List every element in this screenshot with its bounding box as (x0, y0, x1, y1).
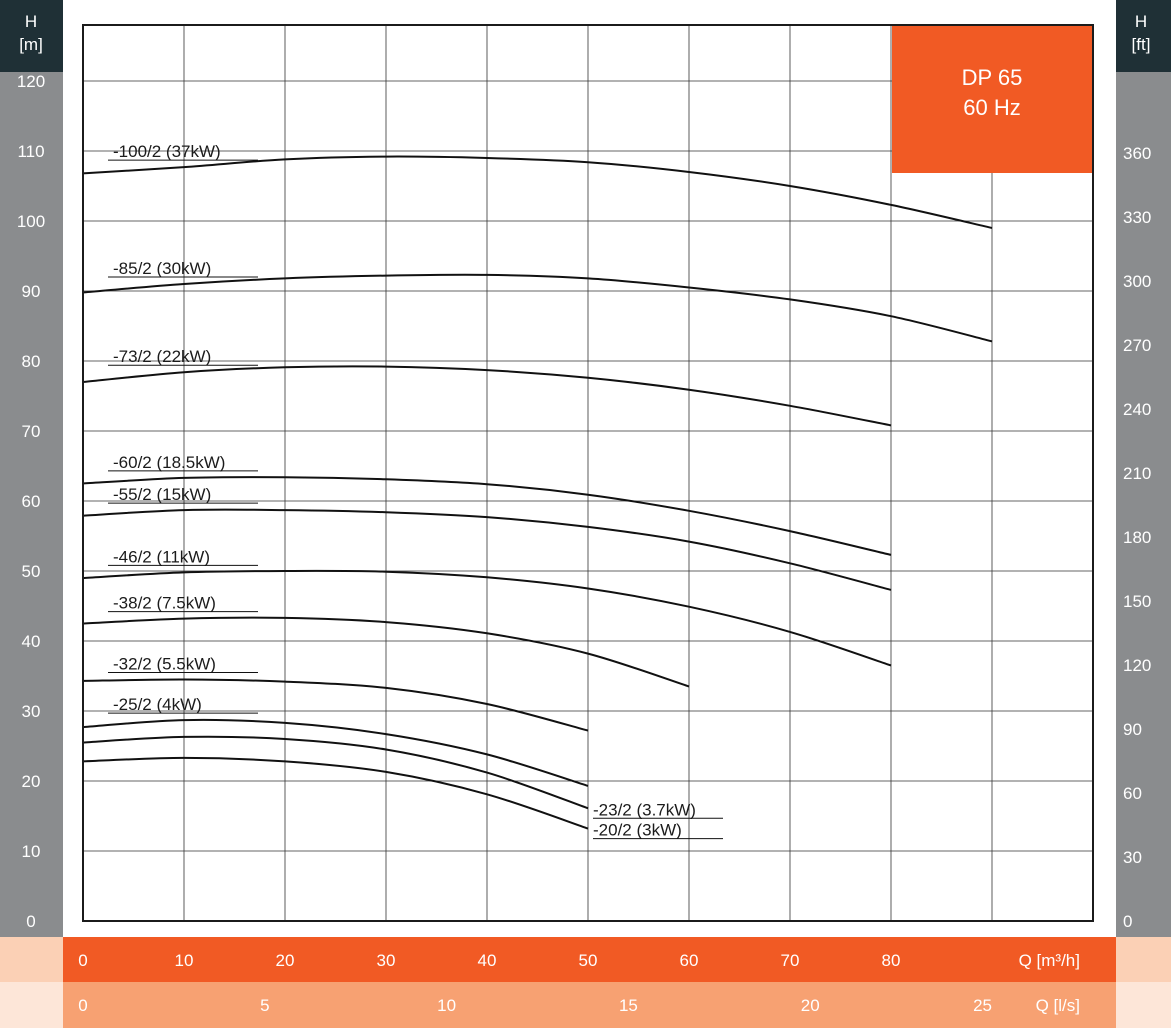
x-axis-tick-label: 40 (478, 951, 497, 970)
left-axis-tick-label: 60 (22, 492, 41, 511)
series-curve (82, 735, 589, 810)
left-axis-tick-label: 70 (22, 422, 41, 441)
left-axis-tick-label: 100 (17, 212, 45, 231)
x2-axis-tick-label: 15 (619, 996, 638, 1015)
title-box (892, 25, 1093, 173)
x2-axis-tick-label: 0 (78, 996, 87, 1015)
x2-axis-band-right-cap (1116, 982, 1171, 1028)
left-axis-tick-label: 30 (22, 702, 41, 721)
right-axis-tick-label: 300 (1123, 272, 1151, 291)
series-curve (82, 569, 892, 667)
x-axis-tick-label: 0 (78, 951, 87, 970)
x2-axis-tick-label: 10 (437, 996, 456, 1015)
x2-axis-tick-label: 25 (973, 996, 992, 1015)
right-axis-tick-label: 240 (1123, 400, 1151, 419)
left-axis-tick-label: 0 (26, 912, 35, 931)
series-label: -38/2 (7.5kW) (113, 594, 216, 613)
left-axis-header (0, 0, 63, 72)
series-label: -32/2 (5.5kW) (113, 655, 216, 674)
x-axis-band (63, 937, 1116, 982)
x-axis-tick-label: 70 (781, 951, 800, 970)
x-axis-band-right-cap (1116, 937, 1171, 982)
series-curve (82, 273, 993, 343)
series-curve (82, 756, 589, 830)
right-axis-tick-label: 0 (1123, 912, 1132, 931)
x-axis-tick-label: 20 (276, 951, 295, 970)
left-axis-tick-label: 120 (17, 72, 45, 91)
right-axis-tick-label: 360 (1123, 144, 1151, 163)
series-curve (82, 476, 892, 556)
left-axis-tick-label: 20 (22, 772, 41, 791)
left-axis-tick-label: 90 (22, 282, 41, 301)
series-label: -20/2 (3kW) (593, 821, 682, 840)
right-axis-tick-label: 90 (1123, 720, 1142, 739)
series-label: -25/2 (4kW) (113, 695, 202, 714)
tick-labels: 0102030405060708090100110120030609012015… (17, 72, 1152, 1015)
left-axis-unit: [m] (19, 35, 43, 54)
series-label: -73/2 (22kW) (113, 347, 211, 366)
right-axis-header (1116, 0, 1171, 72)
series-curve (82, 508, 892, 591)
left-axis-bar (0, 0, 63, 937)
x2-axis-band-left-cap (0, 982, 63, 1028)
right-axis-symbol: H (1135, 12, 1147, 31)
series-label: -60/2 (18.5kW) (113, 453, 225, 472)
x-axis-tick-label: 50 (579, 951, 598, 970)
x2-axis-band (63, 982, 1116, 1028)
right-axis-tick-label: 330 (1123, 208, 1151, 227)
series-label: -55/2 (15kW) (113, 485, 211, 504)
title-line-1: DP 65 (962, 65, 1023, 90)
left-axis-tick-label: 50 (22, 562, 41, 581)
x2-axis-tick-label: 20 (801, 996, 820, 1015)
right-axis-tick-label: 270 (1123, 336, 1151, 355)
x2-axis-label: Q [l/s] (1036, 996, 1080, 1015)
title-line-2: 60 Hz (963, 95, 1020, 120)
x-axis-tick-label: 10 (175, 951, 194, 970)
left-axis-tick-label: 110 (17, 142, 44, 161)
right-axis-unit: [ft] (1132, 35, 1151, 54)
right-axis-tick-label: 150 (1123, 592, 1151, 611)
series-curve (82, 616, 690, 688)
left-axis-symbol: H (25, 12, 37, 31)
series-label: -100/2 (37kW) (113, 142, 221, 161)
x-axis-band-left-cap (0, 937, 63, 982)
right-axis-tick-label: 120 (1123, 656, 1151, 675)
right-axis-tick-label: 30 (1123, 848, 1142, 867)
series-curve (82, 365, 892, 427)
x2-axis-tick-label: 5 (260, 996, 269, 1015)
right-axis-tick-label: 60 (1123, 784, 1142, 803)
right-axis-bar (1116, 0, 1171, 937)
series-curve (82, 718, 589, 787)
series-curve (82, 678, 589, 732)
left-axis-tick-label: 80 (22, 352, 41, 371)
x-axis-tick-label: 30 (377, 951, 396, 970)
x-axis-label: Q [m³/h] (1019, 951, 1080, 970)
left-axis-tick-label: 10 (22, 842, 41, 861)
series-label: -46/2 (11kW) (113, 547, 210, 566)
x-axis-tick-label: 60 (680, 951, 699, 970)
series-label: -85/2 (30kW) (113, 259, 211, 278)
curves (82, 155, 993, 830)
right-axis-tick-label: 180 (1123, 528, 1151, 547)
x-axis-tick-label: 80 (882, 951, 901, 970)
plot-frame (82, 24, 1094, 922)
right-axis-tick-label: 210 (1123, 464, 1151, 483)
series-labels: -100/2 (37kW) -85/2 (30kW) -73/2 (22kW) -60… (108, 142, 723, 840)
left-axis-tick-label: 40 (22, 632, 41, 651)
series-curve (82, 155, 993, 229)
series-label: -23/2 (3.7kW) (593, 800, 696, 819)
